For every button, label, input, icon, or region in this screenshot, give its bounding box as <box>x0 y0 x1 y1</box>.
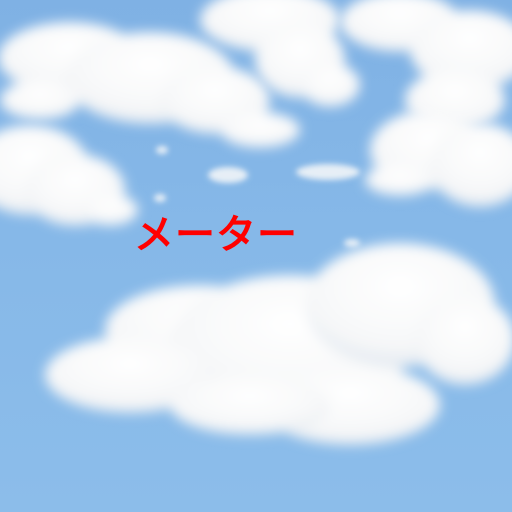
cloud-top-right <box>340 0 512 130</box>
cloud-wisps <box>154 146 360 247</box>
cloud-large-bottom <box>45 243 512 445</box>
cloud-top-center <box>200 0 360 107</box>
cloud-left <box>0 125 138 226</box>
cloud-top-left <box>0 22 300 148</box>
caption-text: メーター <box>134 212 298 258</box>
cloud-right <box>365 110 512 207</box>
